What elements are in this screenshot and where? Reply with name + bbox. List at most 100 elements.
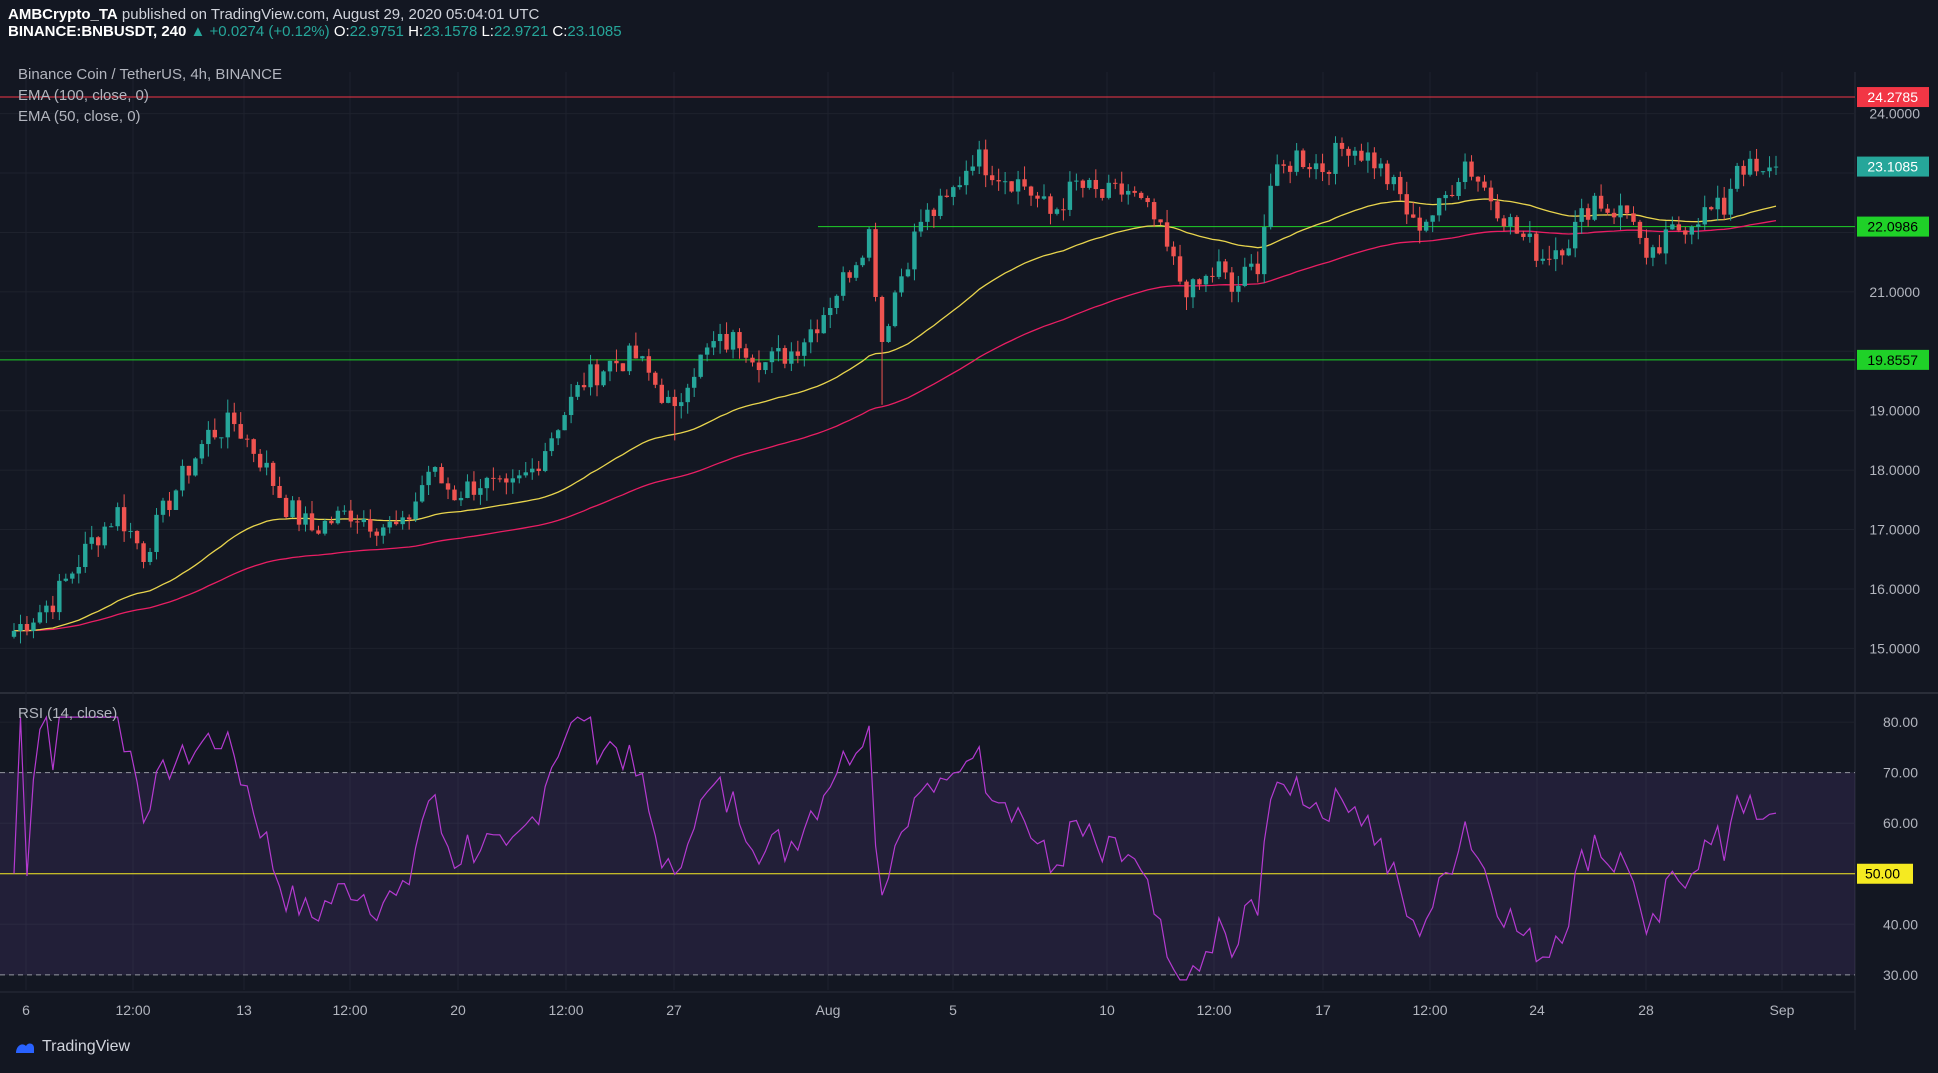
candle-body [1022,179,1027,187]
candle-body [1184,281,1189,298]
candle-body [355,521,360,523]
candle-body [1670,224,1675,230]
candle [296,496,302,532]
candle [659,378,664,405]
candle-body [1585,208,1591,220]
candle-body [1067,181,1073,210]
candle-body [374,531,379,536]
candle-body [361,519,367,523]
candle [1203,274,1209,293]
candle [530,458,535,480]
ema100-line [13,219,1777,632]
candle-body [568,396,574,416]
candle-body [1663,229,1669,254]
candle-body [828,307,833,316]
candle [743,343,749,363]
candle [1579,198,1584,234]
candle-body [238,424,243,439]
candle [180,459,185,497]
candle-body [484,477,490,489]
candle [1333,136,1338,185]
candle-body [730,332,736,350]
candle-body [555,430,561,439]
candle-body [853,265,859,278]
y-tick-label: 24.0000 [1869,106,1920,122]
candle-body [251,439,256,454]
brand-name: TradingView [42,1038,131,1055]
rsi-tick-label: 40.00 [1883,916,1918,932]
candle [1346,146,1351,167]
rsi-legend[interactable]: RSI (14, close) [18,705,118,722]
candle-body [1430,215,1435,222]
candle [685,383,690,414]
candle [270,460,276,495]
candle-body [938,195,943,216]
candle [497,475,503,483]
rsi-tick-label: 70.00 [1883,765,1918,781]
candle-body [1242,266,1248,286]
candle [1663,221,1669,265]
candle [510,469,516,494]
candle-body [1151,202,1157,220]
candle-body [970,166,975,171]
candle-body [1754,158,1759,172]
candle [730,329,736,359]
candle-body [860,257,865,266]
candle-body [1469,161,1474,177]
candle-body [510,478,516,483]
candle [406,514,412,530]
candle-body [1598,195,1604,209]
symbol-label: BINANCE:BNBUSDT, 240 [8,23,187,40]
candle-body [1041,196,1047,199]
candle [1184,279,1189,310]
candle-body [1074,180,1079,182]
candle-body [1721,197,1727,215]
candle-body [1618,205,1623,218]
candle-body [277,485,282,498]
close-label: C: [552,23,568,40]
candle [206,421,211,457]
candle-body [1462,161,1468,183]
rsi-tick-label: 30.00 [1883,967,1918,983]
candle [944,189,950,198]
candle-body [691,376,697,388]
candle [1689,225,1694,245]
candle [63,573,69,582]
candle [1151,198,1157,228]
x-axis: 6 12:00 13 12:00 20 12:00 27 Aug 5 10 12:00 17 12:00… [22,1002,1795,1018]
low-value: 22.9721 [493,23,549,40]
publisher-name[interactable]: AMBCrypto_TA [8,6,118,23]
candle [957,176,962,190]
candle [50,595,56,620]
x-tick-label: 12:00 [1196,1002,1231,1018]
candle [646,348,652,381]
candle-body [1540,258,1545,261]
candle [1015,170,1021,205]
candle [1177,244,1183,285]
candle-body [1274,164,1280,186]
candle-body [1475,176,1481,182]
candle [154,508,159,560]
candle-body [711,341,716,348]
candle-body [646,356,652,373]
candle [1495,194,1500,222]
candle [1624,205,1630,219]
candle [160,497,166,523]
tradingview-logo[interactable]: TradingView [14,1038,130,1056]
candle-body [108,526,114,528]
candle-body [1307,167,1312,170]
candle-body [679,402,684,407]
candle [264,450,269,476]
candle [257,449,263,472]
candle-body [1177,256,1183,282]
candle [44,600,49,624]
candle-body [419,485,425,502]
candle [737,328,742,359]
candle-body [1249,263,1254,267]
ema50-legend[interactable]: EMA (50, close, 0) [18,108,141,125]
candle-body [672,396,677,407]
ema100-legend[interactable]: EMA (100, close, 0) [18,87,149,104]
candle-body [1262,227,1267,275]
candle [607,360,613,382]
